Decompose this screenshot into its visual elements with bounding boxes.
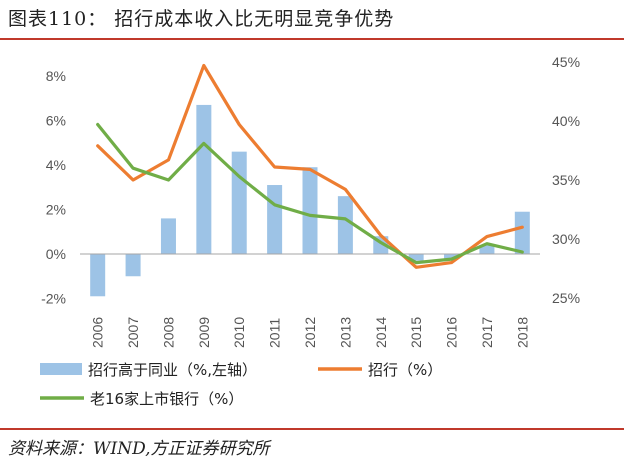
bar: [196, 104, 212, 254]
bar: [479, 245, 495, 254]
legend-label-cmb: 招行（%）: [368, 361, 442, 379]
left-axis-tick-label: 6%: [46, 113, 66, 129]
x-axis-tick-label: 2013: [337, 317, 353, 348]
x-axis-tick-label: 2008: [160, 317, 176, 348]
left-axis-tick-label: 2%: [46, 202, 66, 218]
x-axis-tick-label: 2014: [373, 317, 389, 348]
bar: [231, 151, 247, 254]
right-axis-tick-label: 45%: [552, 54, 580, 70]
x-axis-tick-label: 2018: [514, 317, 530, 348]
bar: [267, 185, 283, 254]
left-axis-tick-label: 8%: [46, 68, 66, 84]
right-axis-tick-label: 25%: [552, 290, 580, 306]
x-axis-tick-label: 2016: [444, 317, 460, 348]
right-axis-tick-label: 40%: [552, 113, 580, 129]
x-axis-tick-label: 2010: [231, 317, 247, 348]
bar: [302, 167, 318, 254]
x-axis-tick-label: 2015: [408, 317, 424, 348]
right-axis-tick-label: 35%: [552, 172, 580, 188]
left-axis-tick-label: -2%: [41, 291, 66, 307]
bar: [514, 211, 530, 254]
bar: [160, 218, 176, 254]
chart-title: 图表110： 招行成本收入比无明显竞争优势: [8, 8, 395, 30]
x-axis-tick-label: 2009: [196, 317, 212, 348]
legend-label-avg16: 老16家上市银行（%）: [90, 390, 243, 408]
x-axis-tick-label: 2006: [90, 317, 106, 348]
source-rule: [0, 428, 624, 430]
x-axis-tick-label: 2011: [267, 318, 283, 348]
x-axis-tick-label: 2007: [125, 317, 141, 348]
left-axis-tick-label: 4%: [46, 157, 66, 173]
x-axis-tick-label: 2012: [302, 317, 318, 348]
series-line-avg16: [96, 122, 524, 265]
bar: [337, 196, 353, 254]
bar: [444, 254, 460, 259]
bar: [125, 254, 141, 277]
left-axis-tick-label: 0%: [46, 246, 66, 262]
bar: [408, 254, 424, 261]
title-rule: [0, 38, 624, 40]
source-note: 资料来源：WIND,方正证券研究所: [8, 439, 270, 459]
legend-label-bar: 招行高于同业（%,左轴）: [88, 361, 257, 379]
x-axis-tick-label: 2017: [479, 317, 495, 348]
series-line-cmb: [96, 63, 524, 269]
bar: [90, 254, 106, 297]
right-axis-tick-label: 30%: [552, 231, 580, 247]
legend-swatch-bar: [40, 363, 82, 375]
